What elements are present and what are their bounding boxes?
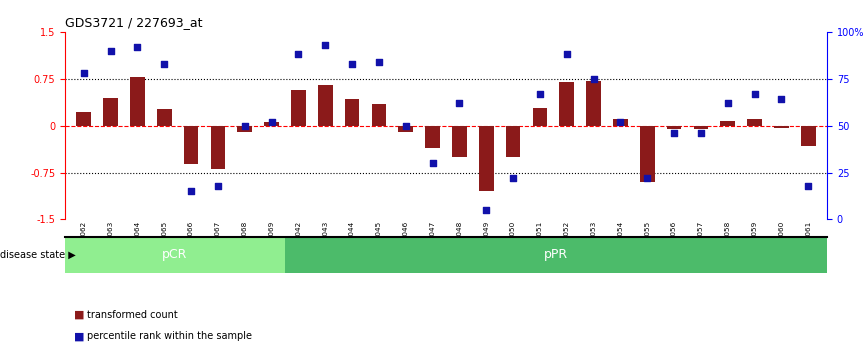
Text: pCR: pCR [162,249,188,261]
Point [426,160,440,166]
Bar [318,85,333,126]
Bar [76,112,91,126]
Point [774,97,788,102]
Text: disease state ▶: disease state ▶ [0,250,75,260]
Point [694,130,708,136]
Bar [103,98,118,126]
Bar [667,126,682,130]
Bar [479,126,494,191]
Bar [559,82,574,126]
Point [533,91,546,97]
Point [131,44,145,50]
Text: ■: ■ [74,310,84,320]
Point [479,207,493,213]
Point [586,76,600,82]
Text: ■: ■ [74,331,84,341]
Bar [774,126,789,128]
Text: GDS3721 / 227693_at: GDS3721 / 227693_at [65,16,203,29]
Bar [285,237,827,273]
Point [801,183,815,189]
Bar [586,81,601,126]
Point [158,61,171,67]
Bar [613,119,628,126]
Point [721,100,734,106]
Point [211,183,225,189]
Point [667,130,681,136]
Point [747,91,761,97]
Bar [237,126,252,132]
Point [613,119,627,125]
Point [559,52,573,57]
Bar [372,104,386,126]
Bar [747,119,762,126]
Bar [640,126,655,182]
Point [640,175,654,181]
Bar [506,126,520,157]
Point [184,188,198,194]
Bar [398,126,413,132]
Bar [345,99,359,126]
Point [292,52,306,57]
Text: percentile rank within the sample: percentile rank within the sample [87,331,252,341]
Bar [694,126,708,129]
Point [104,48,118,53]
Point [319,42,333,48]
Bar [533,108,547,126]
Bar [157,109,171,126]
Point [346,61,359,67]
Bar [210,126,225,170]
Bar [65,237,285,273]
Bar [130,77,145,126]
Point [506,175,520,181]
Bar [264,122,279,126]
Bar [425,126,440,148]
Point [238,123,252,129]
Bar [184,126,198,165]
Point [399,123,413,129]
Bar [721,121,735,126]
Bar [291,90,306,126]
Text: pPR: pPR [544,249,568,261]
Point [77,70,91,76]
Bar [452,126,467,157]
Point [372,59,386,65]
Point [265,119,279,125]
Bar [801,126,816,146]
Text: transformed count: transformed count [87,310,178,320]
Point [452,100,466,106]
